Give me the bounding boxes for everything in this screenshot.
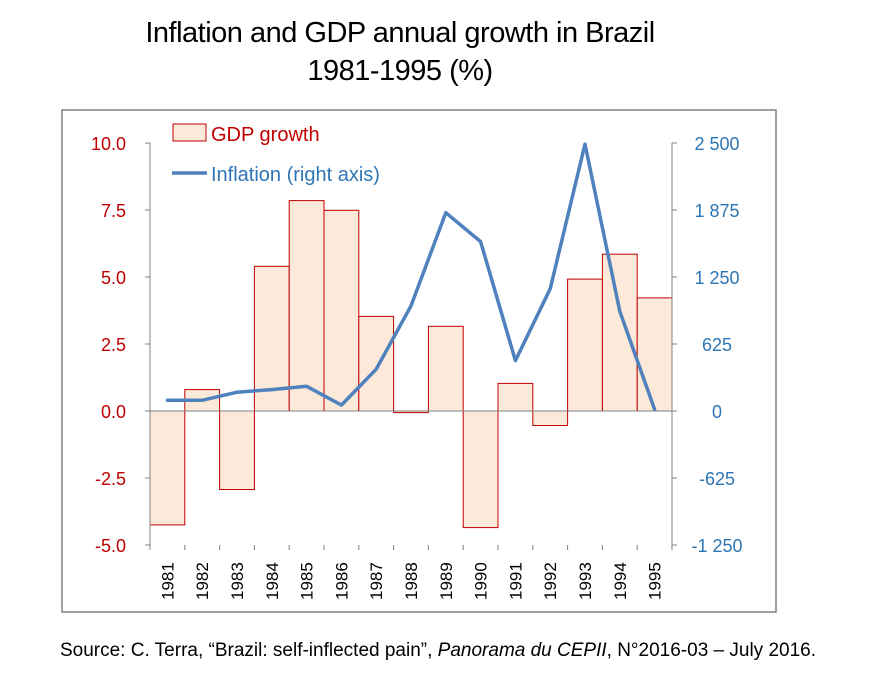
inflation-line-group: [165, 142, 657, 412]
right-tick-label: 1 875: [694, 201, 739, 221]
gdp-bar-1983: [219, 410, 255, 490]
x-tick-label-1986: 1986: [332, 562, 351, 600]
right-tick-label: 2 500: [694, 134, 739, 154]
gdp-bar-1990: [462, 410, 499, 529]
source-prefix: Source: C. Terra, “Brazil: self-inflecte…: [59, 640, 438, 661]
legend-gdp-swatch: [172, 123, 207, 142]
x-tick-label-1992: 1992: [541, 562, 560, 600]
x-tick-label-1994: 1994: [611, 562, 630, 600]
left-tick-label: -2.5: [95, 469, 126, 489]
source-note: Source: C. Terra, “Brazil: self-inflecte…: [0, 640, 876, 662]
legend-gdp-label: GDP growth: [211, 124, 320, 146]
gdp-bar-1985: [288, 200, 325, 412]
left-tick-label: -5.0: [95, 536, 126, 556]
gdp-bar-1981: [149, 410, 186, 526]
x-tick-label-1988: 1988: [402, 562, 421, 600]
chart-title-line1: Inflation and GDP annual growth in Brazi…: [145, 17, 655, 49]
gdp-bar-1991: [497, 382, 534, 412]
axes: 10.0 7.5 5.0 2.5 0.0 -2.5 -5.0 2 500 1 875 1 250 6…: [91, 134, 743, 600]
left-tick-label: 0.0: [101, 402, 126, 422]
chart: 10.0 7.5 5.0 2.5 0.0 -2.5 -5.0 2 500 1 875 1 250 6…: [61, 109, 777, 613]
left-tick-label: 2.5: [101, 335, 126, 355]
x-tick-label-1990: 1990: [472, 562, 491, 600]
gdp-bar-1994: [601, 253, 638, 412]
x-tick-label-1991: 1991: [506, 562, 525, 600]
left-tick-label: 5.0: [101, 268, 126, 288]
right-tick-label: -625: [699, 469, 735, 489]
source-suffix: , N°2016-03 – July 2016.: [606, 640, 816, 661]
chart-title-line2: 1981-1995 (%): [307, 55, 493, 87]
right-tick-label: 0: [712, 402, 722, 422]
x-tick-label-1995: 1995: [646, 562, 665, 600]
gdp-bar-1989: [427, 325, 464, 412]
x-tick-label-1985: 1985: [298, 562, 317, 600]
right-tick-label: 1 250: [694, 268, 739, 288]
x-tick-label-1982: 1982: [193, 562, 212, 600]
gdp-bar-1992: [532, 410, 569, 426]
chart-title: Inflation and GDP annual growth in Brazi…: [0, 14, 800, 90]
source-publication: Panorama du CEPII: [437, 640, 607, 661]
x-tick-label-1987: 1987: [367, 562, 386, 600]
x-tick-label-1989: 1989: [437, 562, 456, 600]
gdp-bar-1987: [358, 315, 395, 412]
left-tick-label: 10.0: [91, 134, 126, 154]
gdp-bars: [149, 200, 673, 529]
x-tick-label-1983: 1983: [228, 562, 247, 600]
right-tick-label: -1 250: [691, 536, 742, 556]
gdp-bar-1993: [567, 278, 603, 412]
gdp-bar-1995: [636, 297, 673, 412]
legend: GDP growth Inflation (right axis): [172, 123, 380, 186]
x-tick-label-1981: 1981: [158, 562, 177, 600]
x-tick-label-1993: 1993: [576, 562, 595, 600]
right-tick-label: 625: [702, 335, 732, 355]
x-tick-label-1984: 1984: [263, 562, 282, 600]
gdp-bar-1986: [323, 209, 360, 412]
legend-inflation-label: Inflation (right axis): [211, 164, 380, 186]
left-tick-label: 7.5: [101, 201, 126, 221]
